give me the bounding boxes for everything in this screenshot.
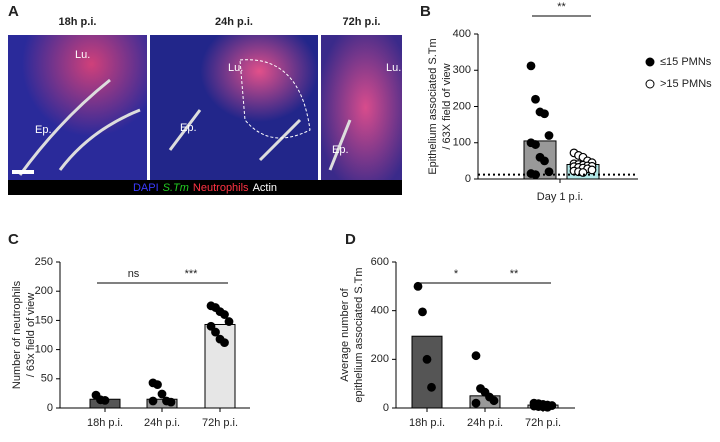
data-point <box>531 140 540 149</box>
y-axis-label: Number of neutrophils <box>11 280 23 389</box>
outline <box>239 59 311 139</box>
y-tick-label: 0 <box>47 402 53 414</box>
y-tick-label: 50 <box>41 373 53 385</box>
data-point <box>489 396 499 406</box>
x-tick-label: 72h p.i. <box>202 417 238 429</box>
pane-title: 18h p.i. <box>59 16 97 28</box>
y-axis-label: / 63x field of view <box>25 293 37 377</box>
y-tick-label: 300 <box>453 64 471 76</box>
data-point <box>148 396 158 406</box>
significance-label: ns <box>128 268 140 280</box>
actin-streak <box>18 78 352 176</box>
scale-bar <box>12 170 34 174</box>
stain-name: Actin <box>253 182 277 194</box>
data-point <box>587 165 597 175</box>
region-label: Lu. <box>75 49 90 61</box>
data-point <box>471 351 481 361</box>
data-point <box>157 389 167 399</box>
y-tick-label: 200 <box>35 285 53 297</box>
data-point <box>211 327 220 337</box>
panel-label: B <box>420 3 431 20</box>
y-tick-label: 400 <box>453 28 471 40</box>
y-axis-label: / 63X field of view <box>441 63 453 149</box>
stain-legend: DAPI S.Tm Neutrophils Actin <box>133 182 277 194</box>
y-axis-label: Epithelium associated S.Tm <box>427 38 439 174</box>
significance-label: ** <box>510 268 519 280</box>
y-tick-label: 250 <box>35 256 53 268</box>
data-point <box>543 402 552 412</box>
x-tick-label: 18h p.i. <box>409 417 445 429</box>
pane-title: 24h p.i. <box>215 16 253 28</box>
data-point <box>220 338 229 347</box>
y-tick-label: 100 <box>453 137 471 149</box>
panel-label: A <box>8 3 19 20</box>
data-point <box>224 317 234 326</box>
stain-name: S.Tm <box>163 182 189 194</box>
data-point <box>427 382 436 392</box>
data-point <box>100 396 110 405</box>
data-point <box>220 310 229 319</box>
y-tick-label: 0 <box>465 173 471 185</box>
data-point <box>471 398 481 408</box>
data-point <box>526 61 536 71</box>
y-tick-label: 0 <box>383 402 389 414</box>
legend-marker <box>645 57 655 67</box>
stain-name: DAPI <box>133 182 159 194</box>
y-tick-label: 150 <box>35 314 53 326</box>
pane-title: 72h p.i. <box>343 16 381 28</box>
region-label: Lu. <box>228 62 243 74</box>
micrograph <box>150 35 318 180</box>
x-axis-label: Day 1 p.i. <box>537 191 583 203</box>
significance-label: * <box>454 268 459 280</box>
y-tick-label: 200 <box>371 353 389 365</box>
legend-label: ≤15 PMNs <box>660 56 712 68</box>
x-tick-label: 24h p.i. <box>467 417 503 429</box>
data-point <box>153 380 162 390</box>
stain-bar <box>8 180 402 195</box>
data-point <box>540 109 549 119</box>
data-point <box>418 307 427 317</box>
region-label: Lu. <box>386 62 401 74</box>
bar <box>411 335 443 409</box>
panel-label: D <box>345 231 356 248</box>
y-axis-label: Average number of <box>339 287 351 381</box>
y-axis-label: epithelium associated S.Tm <box>353 267 365 402</box>
data-point <box>531 94 540 104</box>
data-point <box>206 321 216 331</box>
data-point <box>422 354 432 364</box>
panel-label: C <box>8 231 19 248</box>
data-point <box>544 131 554 140</box>
significance-label: *** <box>185 268 199 280</box>
stain-name: Neutrophils <box>193 182 249 194</box>
y-tick-label: 600 <box>371 256 389 268</box>
legend-label: >15 PMNs <box>660 78 712 90</box>
y-tick-label: 100 <box>35 344 53 356</box>
region-label: Ep. <box>35 124 52 136</box>
x-tick-label: 18h p.i. <box>87 417 123 429</box>
x-tick-label: 72h p.i. <box>525 417 561 429</box>
data-point <box>166 397 176 407</box>
region-label: Ep. <box>180 122 197 134</box>
significance-label: ** <box>557 1 566 13</box>
y-tick-label: 200 <box>453 100 471 112</box>
legend-marker <box>645 79 655 89</box>
data-point <box>413 281 423 291</box>
region-label: Ep. <box>332 144 349 156</box>
data-point <box>540 156 549 166</box>
y-tick-label: 400 <box>371 305 389 317</box>
x-tick-label: 24h p.i. <box>144 417 180 429</box>
